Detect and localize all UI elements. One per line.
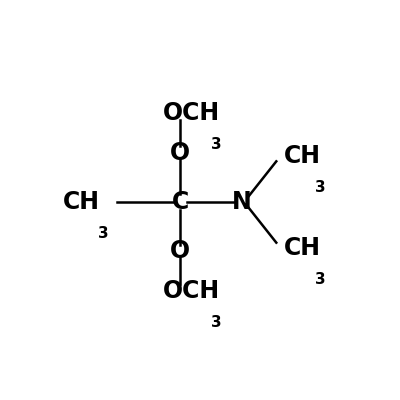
Text: 3: 3 <box>315 272 326 287</box>
Text: OCH: OCH <box>162 279 220 303</box>
Text: CH: CH <box>62 190 100 214</box>
Text: 3: 3 <box>212 136 222 152</box>
Text: OCH: OCH <box>162 101 220 125</box>
Text: O: O <box>170 239 190 263</box>
Text: CH: CH <box>284 236 321 260</box>
Text: O: O <box>170 141 190 165</box>
Text: N: N <box>232 190 252 214</box>
Text: 3: 3 <box>98 226 109 241</box>
Text: C: C <box>172 190 189 214</box>
Text: CH: CH <box>284 144 321 168</box>
Text: 3: 3 <box>315 180 326 195</box>
Text: 3: 3 <box>212 315 222 330</box>
